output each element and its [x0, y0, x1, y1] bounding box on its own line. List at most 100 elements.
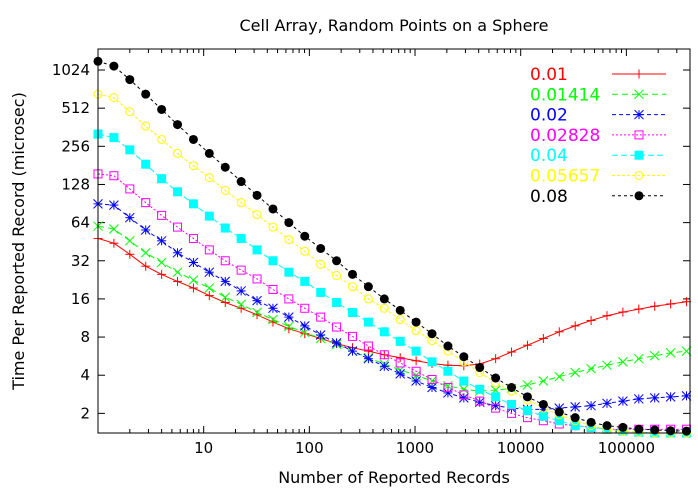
- data-point: [507, 399, 517, 409]
- data-point: [395, 353, 405, 363]
- data-point: [347, 308, 357, 318]
- series-0.08: [93, 56, 692, 436]
- data-point: [220, 292, 231, 303]
- y-tick-label: 64: [71, 214, 90, 232]
- data-point: [332, 297, 342, 307]
- tick-layer: 10 100 1000 10000 100000 2 4 8 16 32 64 128 256 512 10…: [52, 49, 691, 457]
- data-point: [458, 384, 469, 395]
- data-point: [507, 408, 517, 418]
- data-point: [411, 376, 421, 386]
- data-point: [173, 148, 183, 158]
- data-point: [204, 211, 214, 221]
- legend-label: 0.05657: [530, 167, 600, 187]
- data-point: [395, 369, 406, 379]
- data-point: [220, 256, 230, 266]
- data-point: [316, 243, 326, 253]
- data-point: [284, 321, 294, 332]
- data-point: [188, 199, 198, 209]
- y-tick-label: 32: [71, 252, 90, 270]
- series-0.01: [93, 233, 692, 371]
- series-0.01414: [93, 221, 692, 396]
- data-point: [220, 223, 230, 233]
- data-point: [570, 421, 580, 431]
- data-point: [252, 210, 262, 220]
- data-point: [109, 224, 119, 234]
- data-point: [236, 233, 246, 243]
- data-point: [443, 382, 453, 392]
- data-point: [554, 327, 564, 337]
- data-point: [252, 274, 262, 284]
- y-tick-label: 1024: [52, 61, 90, 79]
- data-point: [602, 311, 612, 321]
- data-point: [634, 69, 644, 79]
- data-point: [522, 392, 532, 402]
- data-point: [427, 382, 437, 393]
- data-point: [204, 291, 214, 301]
- data-point: [125, 249, 135, 259]
- data-point: [363, 346, 373, 356]
- data-point: [475, 363, 485, 373]
- data-point: [649, 393, 660, 403]
- data-point: [331, 338, 342, 348]
- data-point: [236, 299, 247, 310]
- data-point: [475, 384, 485, 394]
- legend-label: 0.01414: [530, 85, 600, 105]
- data-point: [125, 145, 135, 155]
- data-point: [570, 367, 581, 378]
- data-point: [347, 346, 358, 356]
- data-point: [172, 267, 183, 278]
- data-point: [156, 235, 167, 246]
- data-point: [665, 391, 676, 402]
- data-point: [157, 134, 167, 144]
- data-point: [618, 422, 628, 432]
- data-point: [379, 361, 390, 372]
- data-point: [268, 256, 278, 266]
- data-point: [172, 247, 183, 258]
- data-point: [109, 171, 119, 181]
- data-point: [284, 294, 294, 304]
- x-tick-label: 100000: [598, 439, 655, 457]
- data-point: [140, 225, 151, 235]
- data-point: [220, 276, 231, 287]
- x-axis-title: Number of Reported Records: [278, 468, 510, 487]
- data-point: [570, 413, 580, 423]
- data-point: [395, 358, 405, 368]
- data-point: [236, 265, 246, 275]
- data-point: [332, 270, 342, 280]
- x-tick-label: 10: [194, 439, 213, 457]
- data-point: [109, 238, 119, 248]
- data-point: [522, 380, 533, 390]
- data-point: [109, 133, 119, 143]
- data-point: [236, 286, 247, 296]
- data-point: [236, 303, 246, 313]
- data-point: [315, 330, 326, 340]
- data-point: [284, 235, 294, 245]
- data-point: [633, 353, 644, 364]
- data-point: [618, 307, 628, 317]
- data-point: [252, 245, 262, 255]
- data-point: [363, 341, 373, 351]
- data-point: [141, 89, 151, 99]
- data-point: [538, 333, 548, 343]
- data-point: [491, 354, 501, 364]
- data-point: [634, 89, 644, 100]
- data-point: [300, 231, 310, 241]
- data-point: [316, 259, 326, 269]
- data-point: [633, 394, 644, 404]
- data-point: [618, 356, 628, 367]
- data-point: [554, 371, 565, 382]
- data-point: [475, 396, 485, 406]
- data-point: [173, 222, 183, 232]
- data-point: [188, 233, 198, 243]
- data-point: [634, 191, 644, 201]
- data-point: [665, 348, 676, 358]
- data-point: [204, 245, 214, 255]
- data-point: [379, 294, 389, 304]
- data-point: [173, 120, 183, 130]
- data-point: [491, 403, 501, 413]
- series-line: [97, 225, 687, 392]
- data-point: [252, 295, 262, 306]
- data-point: [586, 400, 596, 411]
